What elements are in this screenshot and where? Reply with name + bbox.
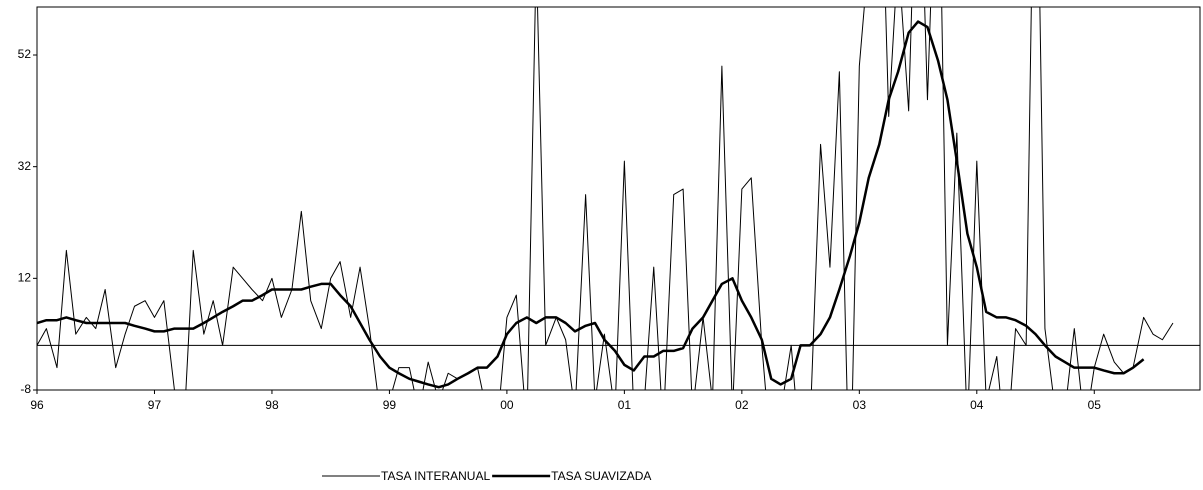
y-tick-label: 32 [18, 159, 32, 173]
x-tick-label: 04 [970, 398, 984, 412]
x-tick-label: 02 [735, 398, 749, 412]
plot-frame [36, 6, 1201, 391]
x-tick-label: 01 [618, 398, 632, 412]
x-tick-label: 96 [30, 398, 44, 412]
plot-area [37, 7, 1174, 390]
x-tick-label: 99 [383, 398, 397, 412]
y-tick-label: 52 [18, 47, 32, 61]
x-tick-label: 05 [1088, 398, 1102, 412]
legend-label: TASA SUAVIZADA [551, 469, 651, 483]
series-line [37, 7, 1174, 390]
legend-label: TASA INTERANUAL [381, 469, 490, 483]
x-tick-label: 97 [148, 398, 162, 412]
y-tick-label: 12 [18, 271, 32, 285]
series-line [37, 20, 1145, 389]
x-tick-label: 03 [853, 398, 867, 412]
x-tick-label: 00 [500, 398, 514, 412]
y-tick-label: -8 [20, 382, 31, 396]
x-tick-label: 98 [265, 398, 279, 412]
